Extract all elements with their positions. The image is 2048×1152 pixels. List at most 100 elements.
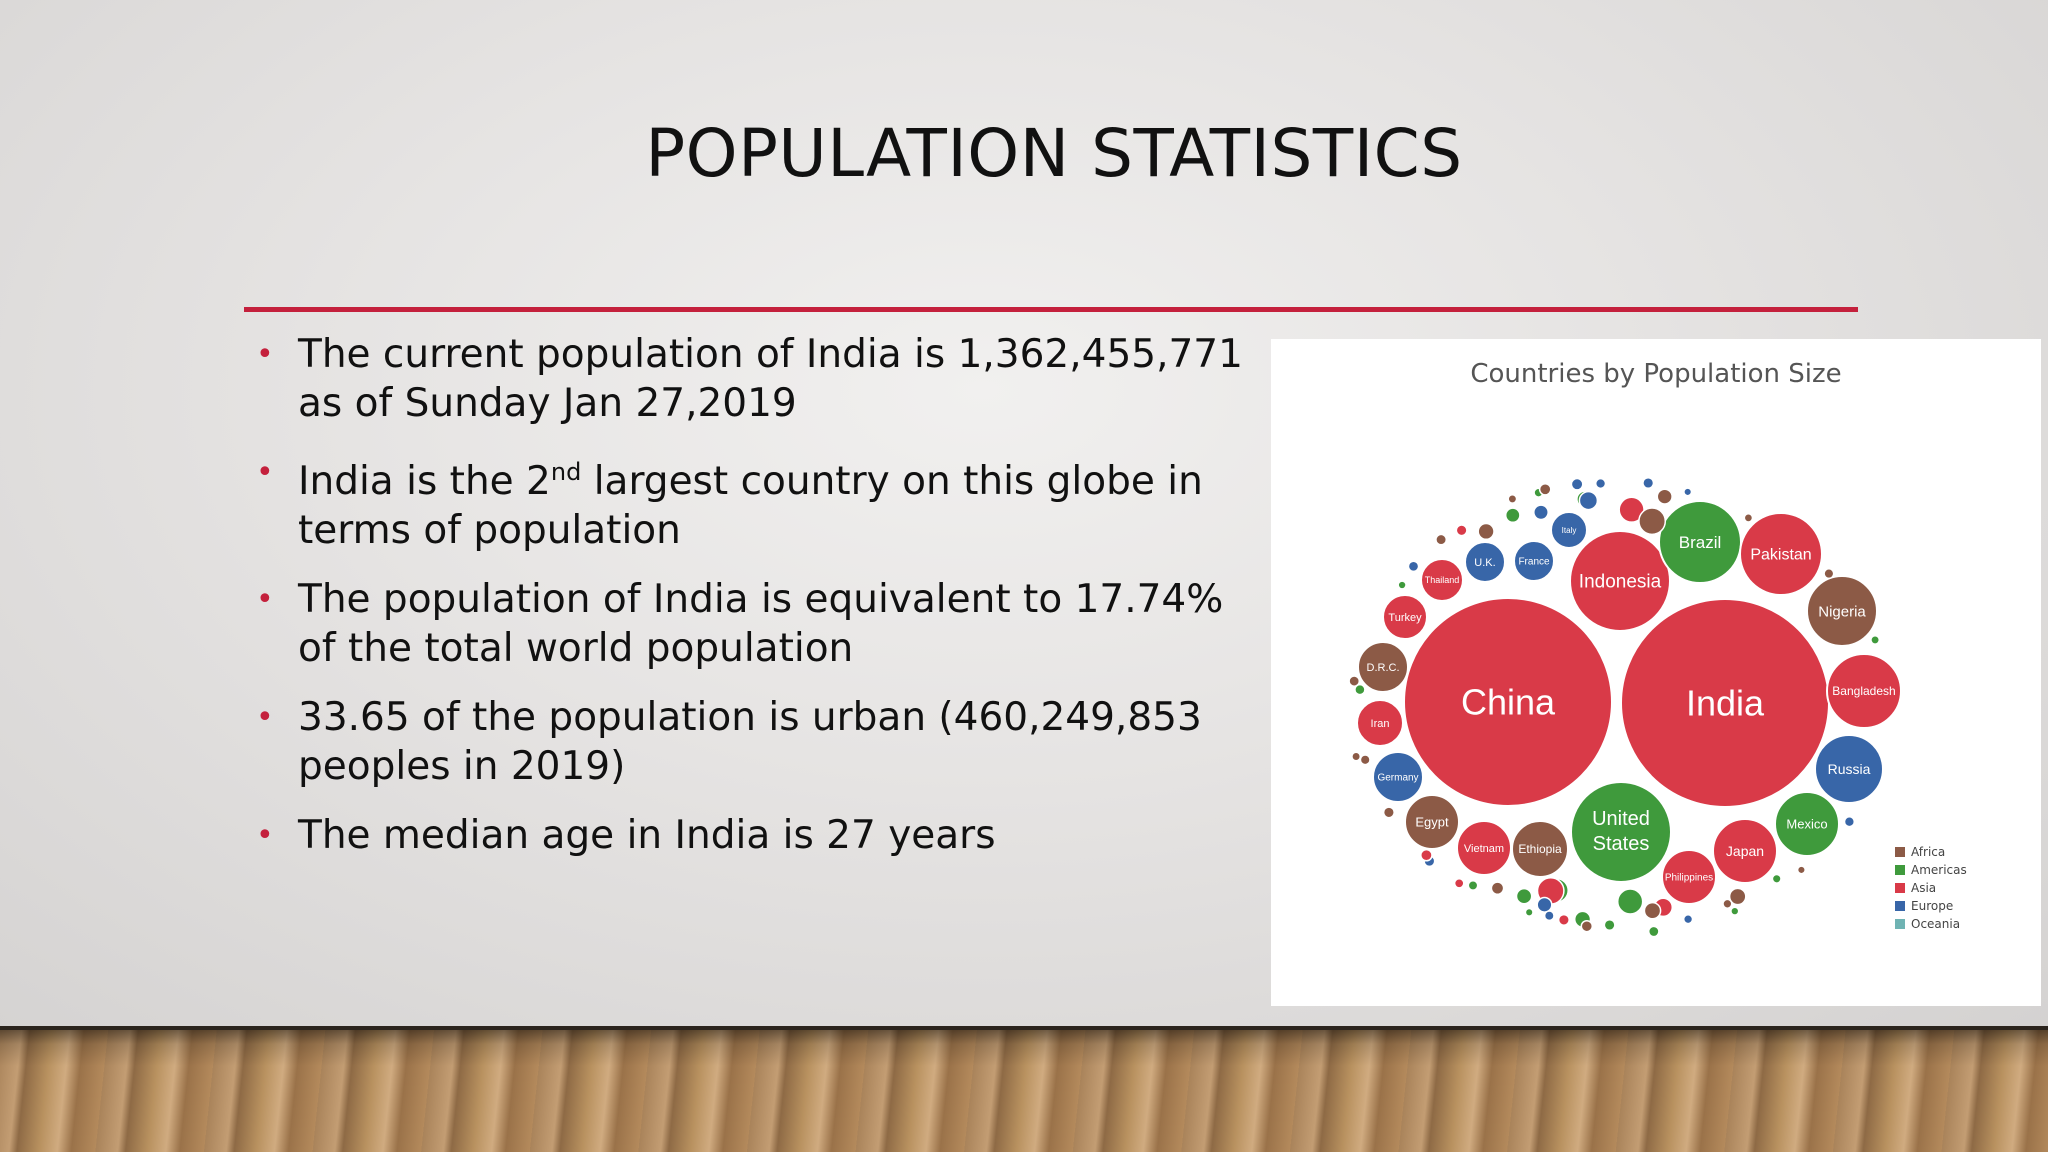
bubble-small — [1538, 482, 1552, 496]
bubble-indonesia — [1569, 530, 1671, 632]
bubble-small — [1578, 490, 1599, 511]
bubble-france — [1513, 540, 1555, 582]
legend-label: Oceania — [1911, 917, 1961, 931]
bubble-small — [1382, 806, 1395, 819]
bubble-small — [1536, 896, 1553, 913]
legend-swatch — [1895, 847, 1905, 857]
bubble-small — [1420, 848, 1433, 862]
bubble-chart-panel: Countries by Population Size China India U… — [1271, 339, 2041, 1006]
bubble-small — [1435, 533, 1448, 546]
bullet-text: 33.65 of the population is urban (460,24… — [298, 695, 1202, 789]
bullet-item: • The population of India is equivalent … — [256, 575, 1256, 673]
floor-edge — [0, 1026, 2048, 1030]
bubble-small — [1743, 513, 1754, 523]
bubble-small — [1722, 898, 1733, 909]
slide-title: POPULATION STATISTICS — [645, 115, 1463, 192]
bubble-small — [1682, 914, 1694, 925]
bubble-germany — [1372, 751, 1424, 803]
legend-label: Africa — [1911, 845, 1946, 859]
bullet-item: • The median age in India is 27 years — [256, 811, 1256, 860]
bubble-label: Pakistan — [1750, 547, 1811, 564]
bubble-small — [1638, 507, 1667, 536]
bubble-small — [1407, 560, 1420, 573]
bullet-icon: • — [256, 818, 274, 853]
bubble-chart: China India United States Indonesia Brazil Pak… — [1348, 476, 1902, 938]
legend-swatch — [1895, 883, 1905, 893]
bubble-small — [1843, 816, 1856, 828]
bubble-label: Ethiopia — [1518, 842, 1562, 856]
bullet-list: • The current population of India is 1,3… — [256, 330, 1256, 880]
bubble-small — [1616, 888, 1644, 915]
bubble-small — [1796, 865, 1806, 875]
bubble-nigeria — [1806, 575, 1878, 647]
ordinal-suffix: nd — [550, 458, 582, 486]
bullet-text: The current population of India is 1,362… — [298, 332, 1243, 426]
bubble-ethiopia — [1511, 820, 1569, 878]
bubble-small — [1570, 477, 1584, 491]
bubble-label: Italy — [1562, 526, 1577, 535]
bubble-label: United States — [1592, 808, 1650, 855]
bubble-small — [1359, 754, 1371, 766]
bubble-label: Nigeria — [1818, 603, 1866, 620]
bubble-egypt — [1404, 794, 1460, 850]
legend-item: Americas — [1895, 861, 1967, 879]
bubble-small — [1683, 487, 1693, 497]
bubble-label: Mexico — [1786, 817, 1827, 832]
bubble-small — [1594, 477, 1607, 490]
bubble-small — [1647, 925, 1660, 938]
bubble-small — [1507, 493, 1518, 504]
bubble-label: Vietnam — [1464, 843, 1504, 855]
bubble-label: D.R.C. — [1367, 662, 1400, 674]
bubble-small — [1543, 910, 1555, 922]
bubble-small — [1524, 907, 1534, 917]
bubble-vietnam — [1456, 820, 1512, 876]
bubble-small — [1618, 496, 1645, 523]
legend-item: Oceania — [1895, 915, 1967, 933]
bullet-text-before: India is the 2 — [298, 459, 551, 504]
bubble-iran — [1356, 699, 1404, 747]
bubble-united-states — [1570, 781, 1672, 883]
bubble-small — [1656, 488, 1673, 505]
bullet-text: The population of India is equivalent to… — [298, 577, 1224, 671]
bubble-label: Japan — [1726, 843, 1764, 859]
bullet-icon: • — [256, 337, 274, 372]
bubble-label: Indonesia — [1579, 572, 1662, 593]
bubble-small — [1870, 634, 1881, 645]
bubble-small — [1642, 476, 1655, 490]
title-divider — [244, 307, 1858, 312]
bubble-label: China — [1461, 682, 1556, 723]
bubble-japan — [1712, 818, 1778, 884]
bullet-item: • The current population of India is 1,3… — [256, 330, 1256, 428]
bubble-small — [1771, 873, 1782, 884]
bubble-small — [1580, 919, 1594, 933]
bubble-small — [1397, 580, 1407, 590]
bubble-label: Turkey — [1388, 612, 1422, 624]
bubble-mexico — [1774, 791, 1840, 857]
bubble-small — [1730, 906, 1740, 916]
bubble-small — [1557, 913, 1570, 926]
bullet-icon: • — [256, 700, 274, 735]
wood-floor — [0, 1026, 2048, 1152]
bubble-turkey — [1382, 594, 1428, 640]
bubble-label: Iran — [1371, 718, 1390, 730]
bubble-label: Germany — [1377, 773, 1418, 784]
bullet-item: • India is the 2nd largest country on th… — [256, 448, 1256, 555]
bubble-u-k- — [1464, 541, 1506, 583]
bubble-italy — [1550, 511, 1588, 549]
bubble-small — [1477, 522, 1495, 541]
bubble-small — [1504, 507, 1521, 524]
bubble-label: Bangladesh — [1832, 684, 1895, 698]
legend-label: Europe — [1911, 899, 1954, 913]
chart-legend: Africa Americas Asia Europe Oceania — [1895, 843, 1967, 933]
bubble-china — [1403, 597, 1613, 807]
bubble-small — [1643, 901, 1662, 920]
bubble-label: Egypt — [1415, 815, 1449, 830]
bubble-small — [1533, 504, 1549, 521]
bubble-philippines — [1661, 849, 1717, 905]
bubble-small — [1728, 887, 1747, 906]
legend-swatch — [1895, 865, 1905, 875]
bubble-d-r-c- — [1357, 641, 1409, 693]
legend-label: Asia — [1911, 881, 1937, 895]
bubble-label: Philippines — [1665, 873, 1713, 884]
bullet-icon: • — [256, 582, 274, 617]
